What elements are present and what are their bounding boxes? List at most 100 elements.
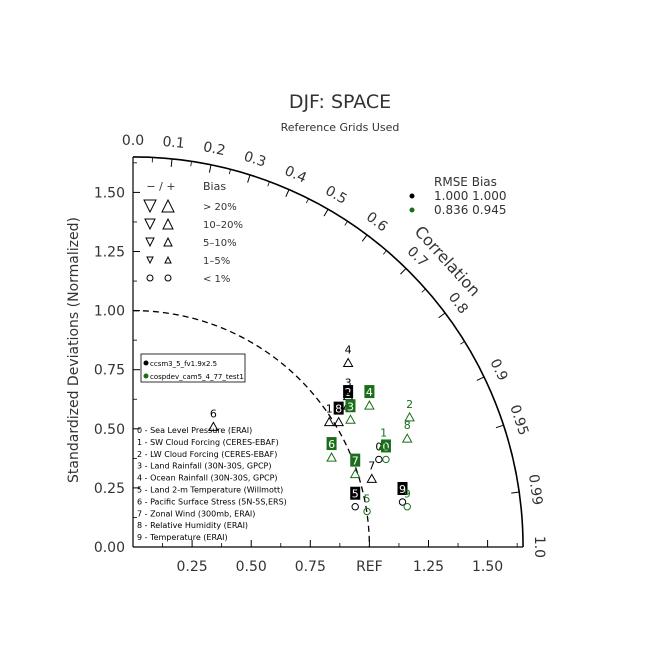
- rmse-row-dot: [409, 207, 415, 213]
- corr-tick-label: 0.0: [122, 133, 144, 149]
- bias-down-triangle: [146, 256, 154, 265]
- corr-tick-label: 1.0: [531, 536, 547, 558]
- point-marker-circle: [403, 503, 411, 511]
- point-label: 6: [328, 438, 335, 451]
- x-tick-label: 1.50: [472, 559, 503, 575]
- corr-tick: [400, 268, 407, 275]
- rmse-table-header: RMSE Bias: [434, 175, 497, 189]
- variable-legend-item: 2 - LW Cloud Forcing (CERES-EBAF): [137, 450, 277, 459]
- point-label: 7: [352, 455, 359, 468]
- point-label: 1: [326, 403, 333, 416]
- variable-legend-item: 6 - Pacific Surface Stress (5N-5S,ERS): [137, 497, 287, 506]
- corr-tick: [247, 174, 251, 183]
- bias-legend-row: < 1%: [203, 274, 230, 285]
- corr-tick: [495, 424, 504, 429]
- variable-legend-item: 4 - Ocean Rainfall (30N-30S, GPCP): [137, 474, 278, 483]
- point-label: 5: [352, 488, 359, 501]
- point-label: 0: [375, 440, 382, 453]
- case-legend-box: [140, 353, 246, 383]
- corr-tick-label: 0.5: [322, 183, 349, 208]
- point-marker-triangle: [342, 357, 354, 368]
- y-tick-label: 0.75: [94, 363, 125, 379]
- variable-legend-item: 5 - Land 2-m Temperature (Willmott): [137, 486, 283, 495]
- point-marker-triangle: [378, 440, 389, 450]
- bias-circle: [146, 274, 154, 282]
- corr-tick: [208, 164, 212, 173]
- point-marker-triangle: [401, 433, 413, 443]
- variable-legend-item: 8 - Relative Humidity (ERAI): [137, 521, 248, 530]
- variable-legend-item: 0 - Sea Level Pressure (ERAI): [137, 426, 252, 435]
- corr-tick: [361, 234, 368, 242]
- corr-minor-tick: [460, 341, 465, 345]
- point-label: 1: [380, 426, 387, 439]
- y-tick-label: 0.00: [94, 540, 125, 556]
- corr-tick-label: 0.99: [525, 473, 545, 506]
- bias-up-triangle: [163, 236, 173, 247]
- point-marker-triangle: [333, 416, 345, 427]
- corr-minor-tick: [305, 198, 309, 204]
- y-tick-label: 0.50: [94, 422, 125, 438]
- bias-circle: [164, 274, 172, 282]
- point-marker-triangle: [366, 473, 378, 483]
- corr-tick-label: 0.1: [162, 134, 186, 152]
- point-label: 4: [345, 344, 352, 357]
- bias-up-triangle: [162, 217, 174, 230]
- point-label: 9: [399, 483, 406, 496]
- corr-tick: [285, 189, 290, 198]
- point-label: 8: [404, 419, 411, 432]
- point-marker-triangle: [323, 416, 335, 427]
- legend-layer: − / + Bias > 20% 10–20% 5–10% 1–5% < 1% RMSE Bi…: [137, 175, 507, 542]
- point-label: 7: [368, 459, 375, 472]
- x-tick-label: 0.50: [236, 559, 267, 575]
- reference-arc: [132, 309, 371, 548]
- y-tick-label: 1.25: [94, 245, 125, 261]
- corr-tick: [323, 208, 329, 217]
- bias-legend-row: 5–10%: [203, 238, 237, 249]
- bias-down-triangle: [144, 218, 156, 231]
- corr-minor-tick: [421, 288, 426, 293]
- x-tick-label: 0.75: [295, 559, 326, 575]
- rmse-row-dot: [409, 193, 415, 199]
- corr-tick: [438, 312, 446, 319]
- point-label-box: [326, 437, 337, 451]
- point-label: 2: [406, 398, 413, 411]
- point-marker-triangle: [208, 421, 219, 431]
- bias-down-triangle: [143, 199, 157, 214]
- variable-legend-item: 3 - Land Rainfall (30N-30S, GPCP): [137, 462, 271, 471]
- corr-tick: [170, 158, 173, 167]
- point-marker-triangle: [345, 414, 356, 424]
- y-tick-label: 1.50: [94, 185, 125, 201]
- variable-legend-item: 9 - Temperature (ERAI): [137, 533, 228, 542]
- point-label-box: [350, 486, 361, 500]
- point-marker-circle: [382, 455, 390, 464]
- x-tick-label: 0.25: [177, 559, 208, 575]
- case-legend-name: ccsm3_5_fv1.9x2.5: [150, 360, 217, 368]
- case-legend-name: cospdev_cam5_4_77_test1: [150, 373, 244, 381]
- case-legend-dot: [143, 373, 149, 379]
- point-label-box: [345, 399, 356, 413]
- bias-legend-row: 1–5%: [203, 256, 230, 267]
- point-label: 4: [366, 386, 373, 399]
- bias-legend-header: Bias: [203, 180, 226, 193]
- point-label: 3: [347, 400, 354, 413]
- point-marker-triangle: [349, 468, 361, 479]
- corr-minor-tick: [190, 161, 192, 167]
- point-label: 8: [335, 403, 342, 416]
- chart-subtitle: Reference Grids Used: [281, 121, 400, 134]
- y-tick-label: 1.00: [94, 304, 125, 320]
- point-label-box: [364, 385, 375, 399]
- corr-tick-label: 0.95: [506, 403, 531, 438]
- point-marker-triangle: [404, 411, 415, 422]
- rmse-table-row: 0.836 0.945: [434, 203, 507, 217]
- y-axis-label: Standardized Deviations (Normalized): [66, 217, 82, 483]
- point-marker-circle: [398, 498, 407, 506]
- bias-up-triangle: [161, 198, 175, 213]
- corr-minor-tick: [228, 169, 231, 175]
- point-marker-triangle: [326, 452, 337, 462]
- bias-legend-row: 10–20%: [203, 220, 243, 231]
- corr-minor-tick: [344, 221, 348, 226]
- bias-legend-row: > 20%: [203, 202, 237, 213]
- point-label: 9: [404, 488, 411, 501]
